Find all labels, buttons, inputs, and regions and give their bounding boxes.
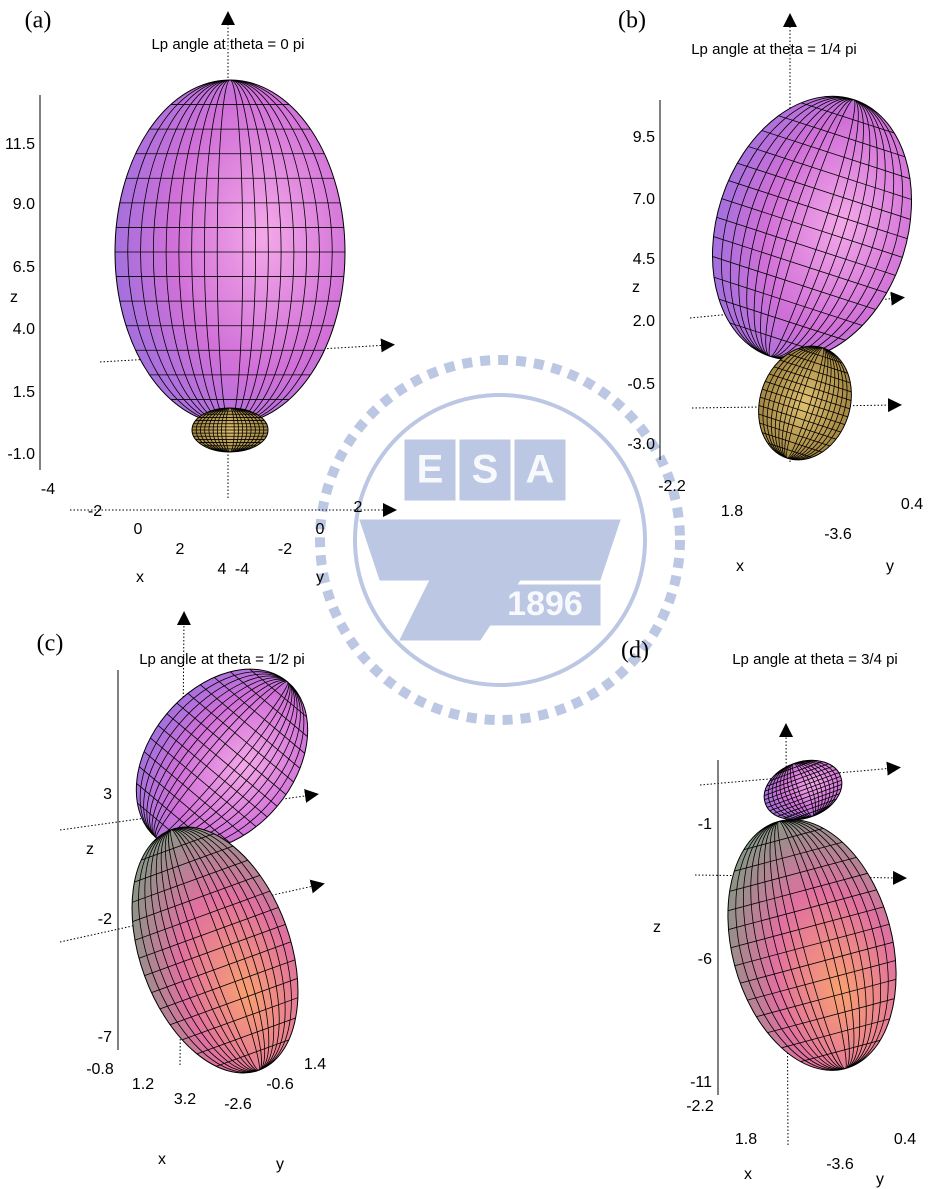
y-tick-label: 2 bbox=[354, 499, 363, 516]
z-tick-label: -2 bbox=[98, 911, 112, 928]
z-axis-label: z bbox=[653, 919, 661, 936]
y-tick-label: 0.4 bbox=[901, 496, 923, 513]
x-tick-label: 0 bbox=[134, 521, 143, 538]
z-tick-label: 1.5 bbox=[13, 384, 35, 401]
x-axis-label: x bbox=[136, 569, 144, 586]
panel-label: (b) bbox=[618, 8, 646, 34]
y-tick-label: -3.6 bbox=[824, 526, 852, 543]
surface bbox=[702, 801, 923, 1090]
y-tick-label: -2 bbox=[278, 541, 292, 558]
z-tick-label: 2.0 bbox=[633, 313, 655, 330]
x-tick-label: -2.2 bbox=[686, 1098, 714, 1115]
surface bbox=[192, 408, 268, 452]
x-tick-label: 4 bbox=[218, 561, 227, 578]
watermark-year: 1896 bbox=[507, 585, 583, 623]
z-axis-label: z bbox=[86, 841, 94, 858]
surface bbox=[115, 80, 345, 424]
panel-title: Lp angle at theta = 0 pi bbox=[151, 36, 304, 53]
panel-label: (a) bbox=[25, 8, 52, 34]
z-tick-label: 7.0 bbox=[633, 191, 655, 208]
body: ESA 1896 (a) Lp angle at theta = 0 pi 11.5 9… bbox=[0, 0, 944, 1189]
x-tick-label: -0.8 bbox=[86, 1061, 114, 1078]
page: {"panels":[ {"label":"(a)","title":"Lp a… bbox=[0, 0, 944, 1189]
y-axis-label: y bbox=[276, 1156, 284, 1173]
y-tick-label: -2.6 bbox=[224, 1096, 252, 1113]
x-tick-label: 1.8 bbox=[735, 1131, 757, 1148]
panel-title: Lp angle at theta = 1/2 pi bbox=[139, 651, 305, 668]
z-tick-label: -7 bbox=[98, 1029, 112, 1046]
watermark-letter: S bbox=[472, 448, 499, 492]
panel-title: Lp angle at theta = 1/4 pi bbox=[691, 41, 857, 58]
surface bbox=[101, 804, 330, 1096]
y-tick-label: 0 bbox=[316, 521, 325, 538]
x-axis-label: x bbox=[744, 1166, 752, 1183]
y-tick-label: -0.6 bbox=[266, 1076, 294, 1093]
x-tick-label: -2.2 bbox=[658, 478, 686, 495]
panel-title: Lp angle at theta = 3/4 pi bbox=[732, 651, 898, 668]
z-tick-label: 9.5 bbox=[633, 129, 655, 146]
y-tick-label: 0.4 bbox=[894, 1131, 916, 1148]
z-tick-label: 4.0 bbox=[13, 321, 35, 338]
z-tick-label: -3.0 bbox=[627, 436, 655, 453]
z-tick-label: -6 bbox=[698, 951, 712, 968]
panel-label: (d) bbox=[621, 638, 649, 664]
watermark-letter: E bbox=[417, 448, 444, 492]
x-tick-label: 1.2 bbox=[132, 1076, 154, 1093]
x-tick-label: 2 bbox=[176, 541, 185, 558]
z-tick-label: 3 bbox=[103, 786, 112, 803]
surface bbox=[680, 70, 944, 385]
z-tick-label: 11.5 bbox=[5, 136, 35, 153]
y-tick-label: -3.6 bbox=[826, 1156, 854, 1173]
z-tick-label: -1.0 bbox=[7, 446, 35, 463]
panel-label: (c) bbox=[37, 631, 64, 657]
x-tick-label: 1.8 bbox=[721, 503, 743, 520]
z-tick-label: 6.5 bbox=[13, 259, 35, 276]
x-axis-label: x bbox=[158, 1151, 166, 1168]
surface bbox=[756, 750, 850, 830]
watermark-letter: A bbox=[526, 448, 555, 492]
z-tick-label: 9.0 bbox=[13, 196, 35, 213]
surface bbox=[744, 334, 865, 472]
x-tick-label: -4 bbox=[41, 481, 55, 498]
z-tick-label: -0.5 bbox=[627, 376, 655, 393]
watermark bbox=[320, 360, 680, 720]
figure: ESA 1896 (a) Lp angle at theta = 0 pi 11.5 9… bbox=[0, 0, 944, 1189]
x-tick-label: 3.2 bbox=[174, 1091, 196, 1108]
y-axis-label: y bbox=[876, 1171, 884, 1188]
x-tick-label: -2 bbox=[88, 503, 102, 520]
y-axis-label: y bbox=[316, 569, 324, 586]
y-tick-label: -4 bbox=[235, 561, 249, 578]
y-axis-label: y bbox=[886, 558, 894, 575]
z-axis-label: z bbox=[632, 279, 640, 296]
x-axis-label: x bbox=[736, 558, 744, 575]
z-tick-label: -1 bbox=[698, 816, 712, 833]
z-axis-label: z bbox=[10, 289, 18, 306]
y-tick-label: 1.4 bbox=[304, 1056, 326, 1073]
z-tick-label: -11 bbox=[690, 1074, 712, 1091]
z-tick-label: 4.5 bbox=[633, 251, 655, 268]
